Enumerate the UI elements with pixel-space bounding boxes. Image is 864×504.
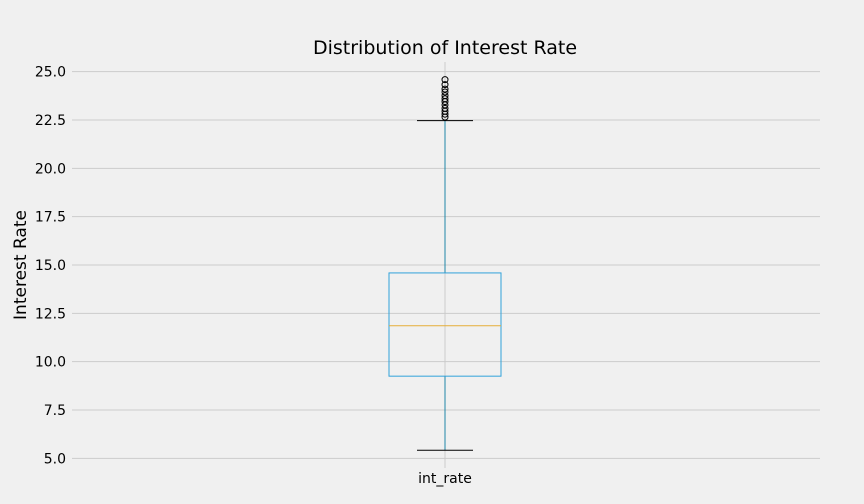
y-axis-label: Interest Rate bbox=[11, 210, 31, 320]
y-tick-label: 17.5 bbox=[35, 210, 66, 226]
y-tick-label: 7.5 bbox=[44, 403, 66, 419]
y-tick-label: 10.0 bbox=[35, 355, 66, 371]
x-tick-labels: int_rate bbox=[418, 471, 472, 487]
outlier-point bbox=[441, 85, 449, 93]
chart-title: Distribution of Interest Rate bbox=[313, 37, 577, 59]
box-plot bbox=[388, 76, 502, 451]
outlier-point bbox=[441, 88, 449, 96]
outlier-point bbox=[441, 81, 449, 89]
outlier-point bbox=[441, 92, 449, 100]
y-tick-label: 5.0 bbox=[44, 451, 66, 467]
outlier-point bbox=[441, 95, 449, 103]
y-tick-label: 22.5 bbox=[35, 113, 66, 129]
y-tick-label: 12.5 bbox=[35, 306, 66, 322]
outlier-point bbox=[441, 76, 449, 84]
y-tick-label: 20.0 bbox=[35, 161, 66, 177]
y-tick-label: 25.0 bbox=[35, 65, 66, 81]
y-tick-labels: 5.0 7.5 10.0 12.5 15.0 17.5 20.0 22.5 25.0 bbox=[35, 65, 66, 468]
grid bbox=[72, 62, 820, 468]
y-tick-label: 15.0 bbox=[35, 258, 66, 274]
iqr-box bbox=[388, 272, 502, 377]
outlier-point bbox=[441, 104, 449, 112]
x-tick-label: int_rate bbox=[418, 471, 472, 487]
